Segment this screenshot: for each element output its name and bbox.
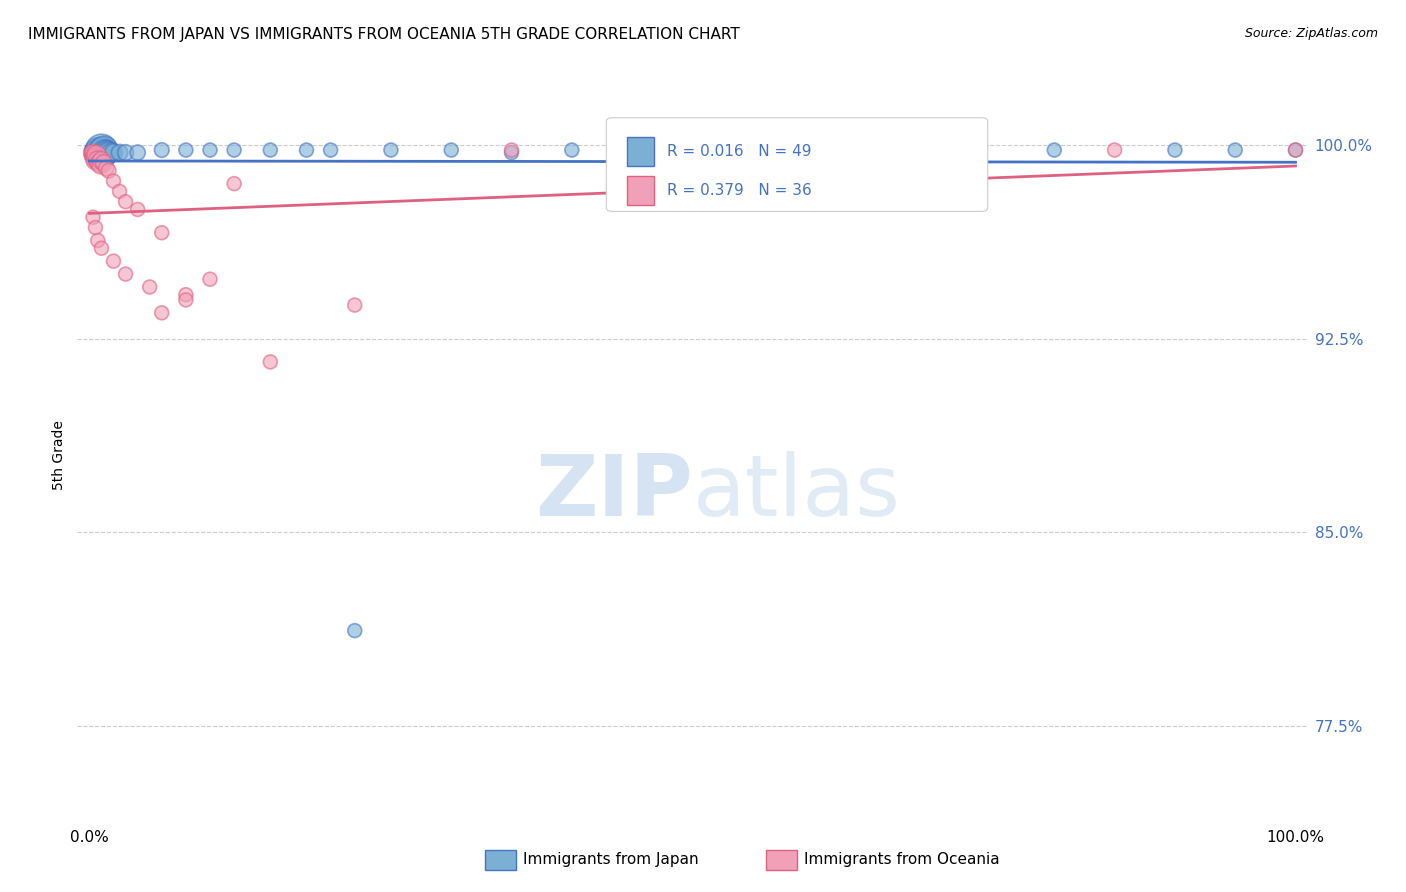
Point <box>84 153 107 168</box>
Text: 100.0%: 100.0% <box>1267 830 1324 845</box>
Point <box>79 145 101 160</box>
Point <box>224 177 246 191</box>
Point <box>86 148 108 162</box>
Text: 0.0%: 0.0% <box>70 830 108 845</box>
Point <box>86 148 108 162</box>
Point <box>259 355 281 369</box>
Point <box>96 145 118 160</box>
Point <box>114 194 136 209</box>
Point <box>1284 143 1306 157</box>
Text: IMMIGRANTS FROM JAPAN VS IMMIGRANTS FROM OCEANIA 5TH GRADE CORRELATION CHART: IMMIGRANTS FROM JAPAN VS IMMIGRANTS FROM… <box>28 27 740 42</box>
Point <box>343 624 366 638</box>
Point <box>84 145 107 160</box>
Text: Source: ZipAtlas.com: Source: ZipAtlas.com <box>1244 27 1378 40</box>
Point <box>93 143 115 157</box>
Point <box>801 143 824 157</box>
Point <box>83 143 105 157</box>
FancyBboxPatch shape <box>627 137 654 166</box>
Point <box>103 145 125 160</box>
Point <box>100 145 122 160</box>
Point <box>108 145 131 160</box>
Point <box>90 143 112 157</box>
Point <box>561 143 583 157</box>
Point <box>1225 143 1247 157</box>
FancyBboxPatch shape <box>606 118 988 211</box>
Text: ZIP: ZIP <box>534 450 693 534</box>
Point <box>198 272 221 286</box>
Point <box>83 148 105 162</box>
Point <box>80 148 103 162</box>
Point <box>198 143 221 157</box>
Point <box>91 145 114 160</box>
Point <box>501 143 523 157</box>
Point <box>741 143 763 157</box>
Point <box>89 148 111 162</box>
Point <box>150 143 173 157</box>
Point <box>114 267 136 281</box>
Text: R = 0.379   N = 36: R = 0.379 N = 36 <box>666 183 811 198</box>
Point <box>87 145 110 160</box>
Point <box>83 151 105 165</box>
Point <box>224 143 246 157</box>
Point <box>84 220 107 235</box>
Point <box>138 280 160 294</box>
Point <box>80 145 103 160</box>
Point <box>501 145 523 160</box>
Point <box>97 163 120 178</box>
Point <box>108 185 131 199</box>
Point <box>174 293 197 307</box>
Point <box>90 145 112 160</box>
Point <box>79 143 101 157</box>
Point <box>440 143 463 157</box>
Point <box>87 145 110 160</box>
Point <box>922 143 945 157</box>
Point <box>114 145 136 160</box>
Point <box>621 143 644 157</box>
Point <box>1284 143 1306 157</box>
Point <box>84 143 107 157</box>
Point <box>82 143 104 157</box>
Point <box>319 143 342 157</box>
Point <box>127 145 149 160</box>
Point <box>682 143 704 157</box>
Text: R = 0.016   N = 49: R = 0.016 N = 49 <box>666 145 811 159</box>
Point <box>87 156 110 170</box>
Point <box>82 211 104 225</box>
Point <box>90 153 112 168</box>
Text: Immigrants from Oceania: Immigrants from Oceania <box>804 853 1000 867</box>
Point <box>86 145 108 160</box>
Point <box>150 226 173 240</box>
Point <box>103 254 125 268</box>
Point <box>96 161 118 175</box>
Y-axis label: 5th Grade: 5th Grade <box>52 420 66 490</box>
Point <box>174 143 197 157</box>
Point <box>82 145 104 160</box>
Point <box>80 148 103 162</box>
Point <box>259 143 281 157</box>
Point <box>87 153 110 168</box>
Point <box>741 143 763 157</box>
Point <box>96 145 118 160</box>
Point <box>295 143 318 157</box>
Point <box>150 306 173 320</box>
Point <box>1164 143 1187 157</box>
Point <box>87 234 110 248</box>
Point <box>87 143 110 157</box>
Point <box>127 202 149 217</box>
Text: Immigrants from Japan: Immigrants from Japan <box>523 853 699 867</box>
Point <box>1104 143 1126 157</box>
Point <box>93 156 115 170</box>
Point <box>174 287 197 301</box>
Point <box>1043 143 1066 157</box>
FancyBboxPatch shape <box>627 177 654 204</box>
Point <box>89 159 111 173</box>
Point <box>94 145 117 160</box>
Point <box>343 298 366 312</box>
Point <box>97 145 120 160</box>
Point <box>90 241 112 255</box>
Point <box>103 174 125 188</box>
Point <box>380 143 402 157</box>
Text: atlas: atlas <box>693 450 900 534</box>
Point <box>82 145 104 160</box>
